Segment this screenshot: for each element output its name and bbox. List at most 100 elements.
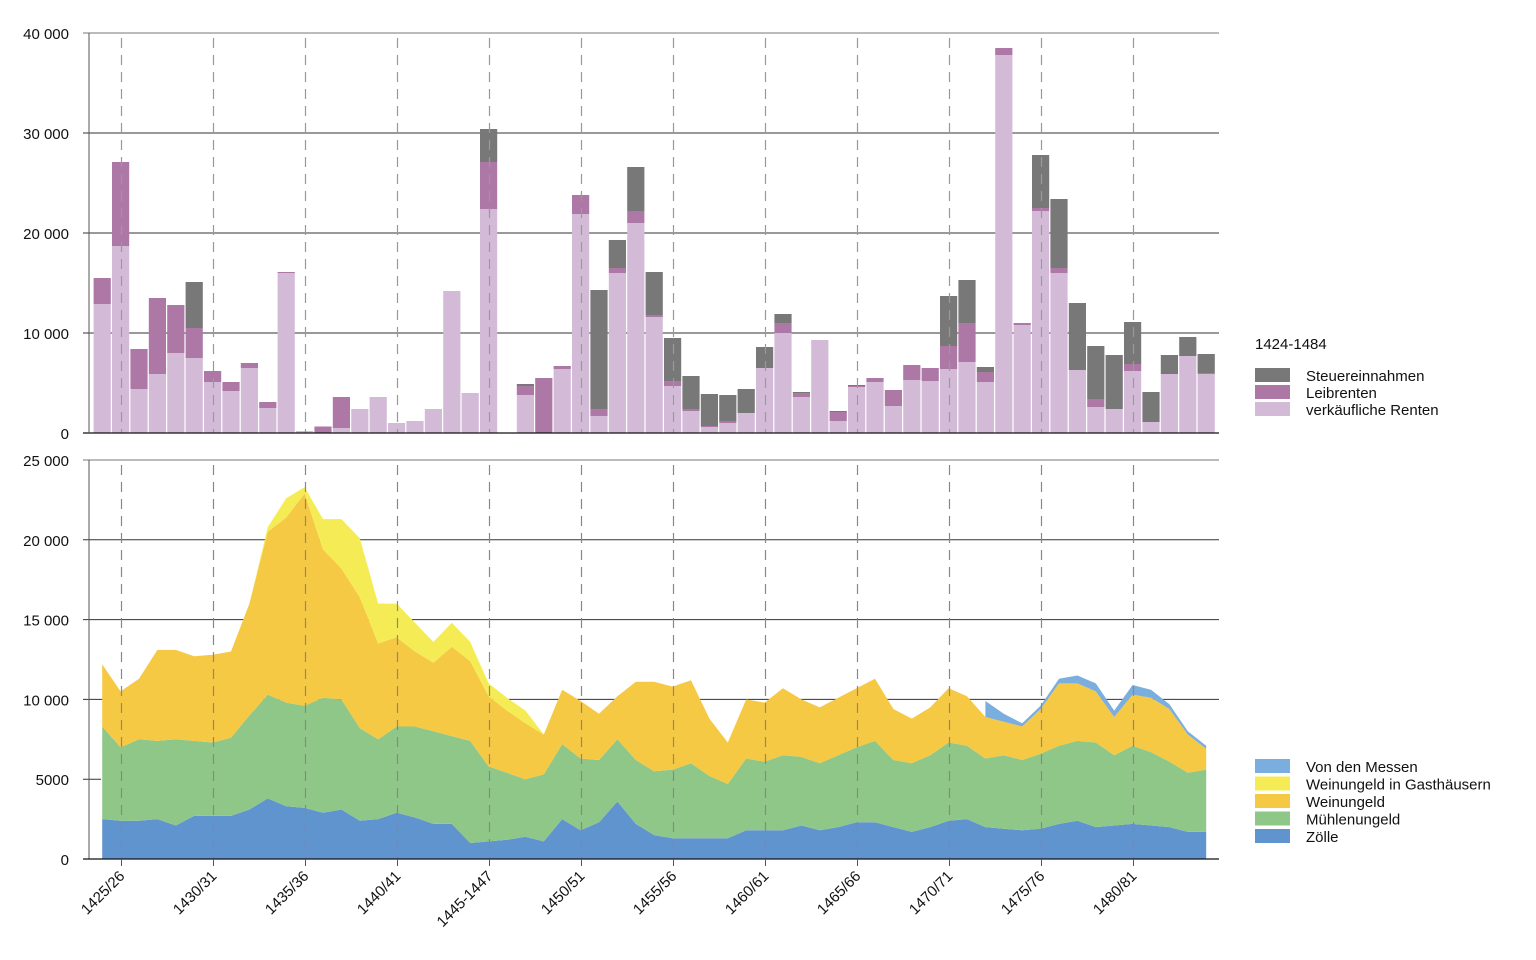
- area-zölle: [102, 798, 1207, 859]
- legend-swatch: [1255, 794, 1290, 808]
- bar-segment-verkäufliche-renten: [1013, 325, 1031, 433]
- x-tick-label: 1435/36: [262, 868, 312, 918]
- bar-segment-steuereinnahmen: [1105, 355, 1123, 409]
- bar-segment-verkäufliche-renten: [1068, 370, 1086, 433]
- bar-segment-leibrenten: [792, 393, 810, 397]
- bar-segment-leibrenten: [480, 162, 498, 209]
- legend-label: verkäufliche Renten: [1306, 402, 1439, 419]
- bar-segment-leibrenten: [664, 381, 682, 386]
- bar-segment-verkäufliche-renten: [921, 381, 939, 433]
- bar-segment-steuereinnahmen: [940, 296, 958, 346]
- x-tick-label: 1480/81: [1090, 868, 1140, 918]
- legend-top: 1424-1484 SteuereinnahmenLeibrentenverkä…: [1255, 336, 1439, 419]
- bar-segment-verkäufliche-renten: [737, 413, 755, 433]
- bar-segment-verkäufliche-renten: [682, 411, 700, 433]
- bar-segment-leibrenten: [903, 365, 921, 380]
- x-tick-label: 1425/26: [78, 868, 128, 918]
- bar-segment-leibrenten: [682, 409, 700, 411]
- x-tick-label: 1445-1447: [434, 868, 497, 931]
- bar-segment-leibrenten: [93, 278, 111, 304]
- bar-segment-verkäufliche-renten: [461, 393, 479, 433]
- bar-segment-verkäufliche-renten: [185, 358, 203, 433]
- bar-segment-verkäufliche-renten: [756, 368, 774, 433]
- bar-segment-steuereinnahmen: [1124, 322, 1142, 364]
- y-tick-label: 40 000: [23, 26, 69, 43]
- bar-segment-verkäufliche-renten: [1087, 407, 1105, 433]
- bar-segment-verkäufliche-renten: [700, 427, 718, 433]
- bar-segment-steuereinnahmen: [1179, 337, 1197, 356]
- bar-segment-verkäufliche-renten: [204, 382, 222, 433]
- bar-segment-leibrenten: [222, 382, 240, 391]
- bar-segment-leibrenten: [1032, 208, 1050, 211]
- bar-segment-verkäufliche-renten: [332, 428, 350, 433]
- legend-swatch: [1255, 402, 1290, 416]
- bar-segment-verkäufliche-renten: [608, 273, 626, 433]
- bar-segment-verkäufliche-renten: [903, 380, 921, 433]
- y-tick-label: 20 000: [23, 533, 69, 550]
- bar-segment-steuereinnahmen: [719, 395, 737, 421]
- bar-segment-steuereinnahmen: [774, 314, 792, 323]
- bar-segment-leibrenten: [829, 412, 847, 421]
- bar-segment-steuereinnahmen: [829, 411, 847, 412]
- bar-segment-verkäufliche-renten: [259, 408, 277, 433]
- bar-segment-verkäufliche-renten: [240, 368, 258, 433]
- bar-segment-verkäufliche-renten: [406, 421, 424, 433]
- bar-segment-verkäufliche-renten: [940, 369, 958, 433]
- bar-segment-leibrenten: [148, 298, 166, 374]
- y-tick-label: 15 000: [23, 613, 69, 630]
- bar-segment-steuereinnahmen: [700, 394, 718, 426]
- bar-segment-steuereinnahmen: [1068, 303, 1086, 370]
- bar-segment-verkäufliche-renten: [590, 416, 608, 433]
- bar-segment-leibrenten: [1087, 399, 1105, 407]
- bar-segment-leibrenten: [608, 268, 626, 273]
- bar-segment-steuereinnahmen: [682, 376, 700, 409]
- bar-segment-leibrenten: [332, 397, 350, 428]
- bar-segment-verkäufliche-renten: [1124, 371, 1142, 433]
- bar-segment-verkäufliche-renten: [369, 397, 387, 433]
- bar-segment-verkäufliche-renten: [774, 333, 792, 433]
- legend-label: Mühlenungeld: [1306, 812, 1400, 829]
- bar-segment-verkäufliche-renten: [130, 389, 148, 433]
- bar-segment-steuereinnahmen: [756, 347, 774, 368]
- y-tick-label: 20 000: [23, 226, 69, 243]
- y-tick-label: 25 000: [23, 453, 69, 470]
- bar-segment-verkäufliche-renten: [1197, 374, 1215, 433]
- legend-swatch: [1255, 368, 1290, 382]
- bar-segment-leibrenten: [958, 323, 976, 362]
- bar-segment-verkäufliche-renten: [296, 431, 314, 433]
- bar-segment-steuereinnahmen: [590, 290, 608, 409]
- bar-segment-verkäufliche-renten: [388, 423, 406, 433]
- bar-segment-steuereinnahmen: [1142, 392, 1160, 422]
- bar-segment-verkäufliche-renten: [1179, 356, 1197, 433]
- bar-segment-leibrenten: [204, 371, 222, 382]
- legend-title: 1424-1484: [1255, 336, 1327, 353]
- bar-segment-verkäufliche-renten: [866, 382, 884, 433]
- legend-label: Von den Messen: [1306, 759, 1418, 776]
- legend-swatch: [1255, 776, 1290, 791]
- x-tick-label: 1450/51: [538, 868, 588, 918]
- y-tick-label: 5000: [36, 772, 69, 789]
- bar-segment-leibrenten: [553, 366, 571, 369]
- bar-segment-verkäufliche-renten: [719, 423, 737, 433]
- top-chart-bars: [93, 48, 1215, 433]
- bar-segment-leibrenten: [277, 272, 295, 273]
- bar-segment-verkäufliche-renten: [277, 273, 295, 433]
- bar-segment-steuereinnahmen: [664, 338, 682, 381]
- y-tick-label: 0: [61, 852, 69, 869]
- bar-segment-leibrenten: [774, 323, 792, 333]
- bar-segment-leibrenten: [995, 48, 1013, 55]
- bottom-chart-areas: [102, 487, 1207, 859]
- bar-segment-steuereinnahmen: [1032, 155, 1050, 208]
- bar-segment-leibrenten: [1050, 268, 1068, 273]
- bar-segment-leibrenten: [700, 426, 718, 427]
- bar-segment-steuereinnahmen: [1197, 354, 1215, 373]
- bar-segment-leibrenten: [866, 378, 884, 382]
- bar-segment-verkäufliche-renten: [811, 340, 829, 433]
- bar-segment-verkäufliche-renten: [480, 209, 498, 433]
- bar-segment-verkäufliche-renten: [664, 386, 682, 433]
- bar-segment-leibrenten: [516, 386, 534, 395]
- bar-segment-steuereinnahmen: [848, 385, 866, 386]
- bar-segment-verkäufliche-renten: [148, 374, 166, 433]
- bar-segment-leibrenten: [921, 368, 939, 381]
